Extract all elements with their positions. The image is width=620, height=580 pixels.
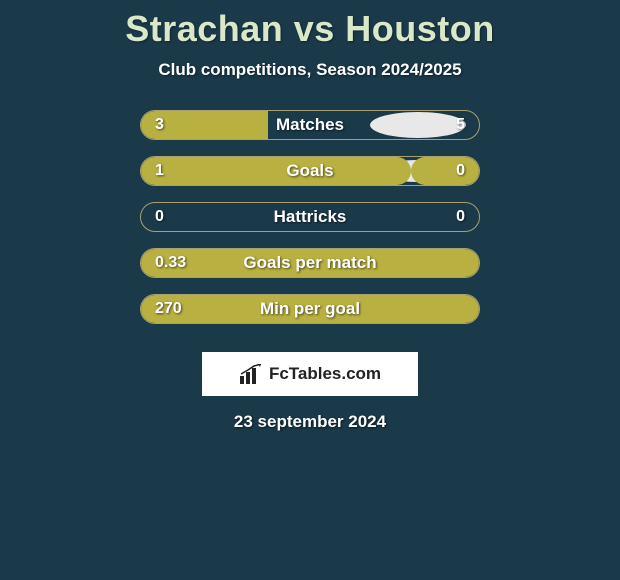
subtitle: Club competitions, Season 2024/2025: [158, 60, 461, 80]
stat-bar: 3 Matches 5: [140, 110, 480, 140]
stat-value-left: 0.33: [155, 254, 186, 272]
stat-value-left: 3: [155, 116, 164, 134]
stat-value-right: 0: [456, 162, 465, 180]
bars-container: 3 Matches 5 1 Goals 0 0 Hattricks 0 0.33 Goals per…: [140, 108, 480, 338]
comparison-card: Strachan vs Houston Club competitions, S…: [0, 0, 620, 432]
stat-row: 0 Hattricks 0: [140, 200, 480, 234]
date-label: 23 september 2024: [234, 412, 386, 432]
stat-value-left: 0: [155, 208, 164, 226]
stat-label: Hattricks: [274, 207, 347, 227]
bar-content: 270 Min per goal: [141, 295, 479, 323]
stat-label: Goals per match: [243, 253, 376, 273]
bar-content: 0 Hattricks 0: [141, 203, 479, 231]
stat-value-left: 270: [155, 300, 182, 318]
stat-value-left: 1: [155, 162, 164, 180]
stat-label: Matches: [276, 115, 344, 135]
stat-bar: 1 Goals 0: [140, 156, 480, 186]
stat-bar: 0.33 Goals per match: [140, 248, 480, 278]
stat-row: 3 Matches 5: [140, 108, 480, 142]
stat-bar: 0 Hattricks 0: [140, 202, 480, 232]
chart-icon: [239, 364, 263, 384]
bar-content: 1 Goals 0: [141, 157, 479, 185]
stat-label: Goals: [286, 161, 333, 181]
stat-value-right: 0: [456, 208, 465, 226]
stat-label: Min per goal: [260, 299, 360, 319]
page-title: Strachan vs Houston: [125, 8, 495, 50]
logo-text: FcTables.com: [269, 364, 381, 384]
stat-row: 0.33 Goals per match: [140, 246, 480, 280]
bar-content: 3 Matches 5: [141, 111, 479, 139]
stat-row: 270 Min per goal: [140, 292, 480, 326]
logo-box[interactable]: FcTables.com: [202, 352, 418, 396]
bar-content: 0.33 Goals per match: [141, 249, 479, 277]
stat-row: 1 Goals 0: [140, 154, 480, 188]
stat-bar: 270 Min per goal: [140, 294, 480, 324]
stat-value-right: 5: [456, 116, 465, 134]
